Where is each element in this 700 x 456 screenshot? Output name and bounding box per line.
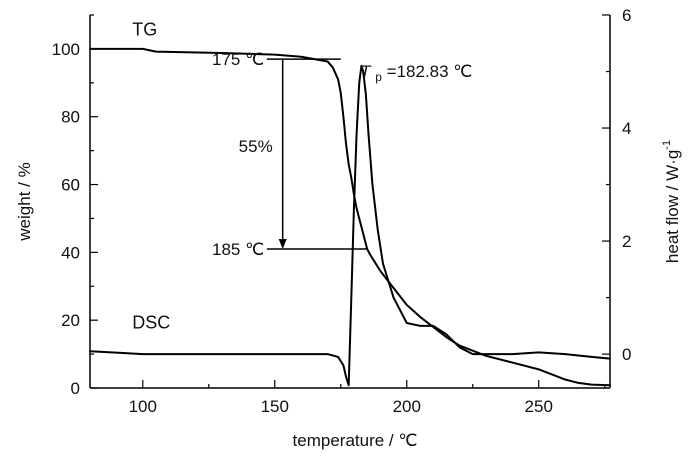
y-tick-label-0: 0 — [71, 379, 80, 398]
peak-value: =182.83 ℃ — [387, 62, 473, 81]
peak-label: T p =182.83 ℃ — [360, 62, 472, 85]
y-tick-label-20: 20 — [61, 311, 80, 330]
y-axis-title: weight / % — [15, 162, 34, 241]
temp-start-label: 175 ℃ — [212, 50, 264, 69]
peak-symbol: T — [360, 62, 372, 81]
series-line-dsc — [89, 64, 611, 387]
tick-labels: 100 150 200 250 0 20 40 60 80 100 0 2 4 6 — [52, 6, 632, 416]
y2-tick-label-0: 0 — [622, 345, 631, 364]
y-tick-label-60: 60 — [61, 176, 80, 195]
y2-tick-label-6: 6 — [622, 6, 631, 25]
y2-axis-title-sup: -1 — [661, 140, 673, 150]
y-tick-label-100: 100 — [52, 40, 80, 59]
x-tick-label-150: 150 — [261, 397, 289, 416]
x-tick-label-100: 100 — [129, 397, 157, 416]
axes — [89, 15, 611, 389]
x-axis-title: temperature / ℃ — [293, 431, 418, 450]
mass-loss-arrowhead — [278, 238, 287, 249]
y2-tick-label-4: 4 — [622, 119, 631, 138]
y2-axis-title: heat flow / W·g-1 — [661, 140, 682, 263]
x-tick-label-250: 250 — [525, 397, 553, 416]
temp-end-label: 185 ℃ — [212, 240, 264, 259]
x-tick-label-200: 200 — [393, 397, 421, 416]
series-label-tg: TG — [132, 19, 157, 39]
ticks — [90, 14, 610, 389]
y2-axis-title-main: heat flow / W·g — [663, 150, 682, 263]
series-label-dsc: DSC — [132, 313, 170, 333]
y2-tick-label-2: 2 — [622, 232, 631, 251]
series-layer — [89, 47, 611, 387]
peak-subscript: p — [375, 70, 382, 84]
mass-loss-label: 55% — [239, 137, 273, 156]
y-tick-label-80: 80 — [61, 108, 80, 127]
annotations: 175 ℃ 185 ℃ 55% T p =182.83 ℃ TG DSC — [132, 19, 472, 332]
series-line-tg — [89, 47, 611, 387]
y-tick-label-40: 40 — [61, 243, 80, 262]
